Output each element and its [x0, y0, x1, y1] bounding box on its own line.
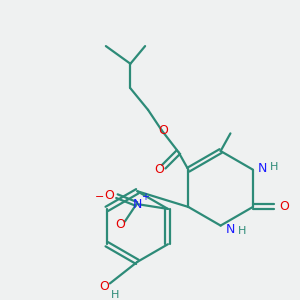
Text: O: O	[99, 280, 109, 293]
Text: N: N	[258, 162, 267, 175]
Text: O: O	[115, 218, 125, 231]
Text: N: N	[226, 223, 235, 236]
Text: N: N	[133, 199, 142, 212]
Text: H: H	[111, 290, 119, 300]
Text: O: O	[154, 163, 164, 176]
Text: +: +	[141, 192, 149, 202]
Text: H: H	[238, 226, 246, 236]
Text: O: O	[158, 124, 168, 137]
Text: O: O	[104, 189, 114, 202]
Text: H: H	[270, 162, 279, 172]
Text: O: O	[279, 200, 289, 213]
Text: −: −	[94, 192, 104, 202]
